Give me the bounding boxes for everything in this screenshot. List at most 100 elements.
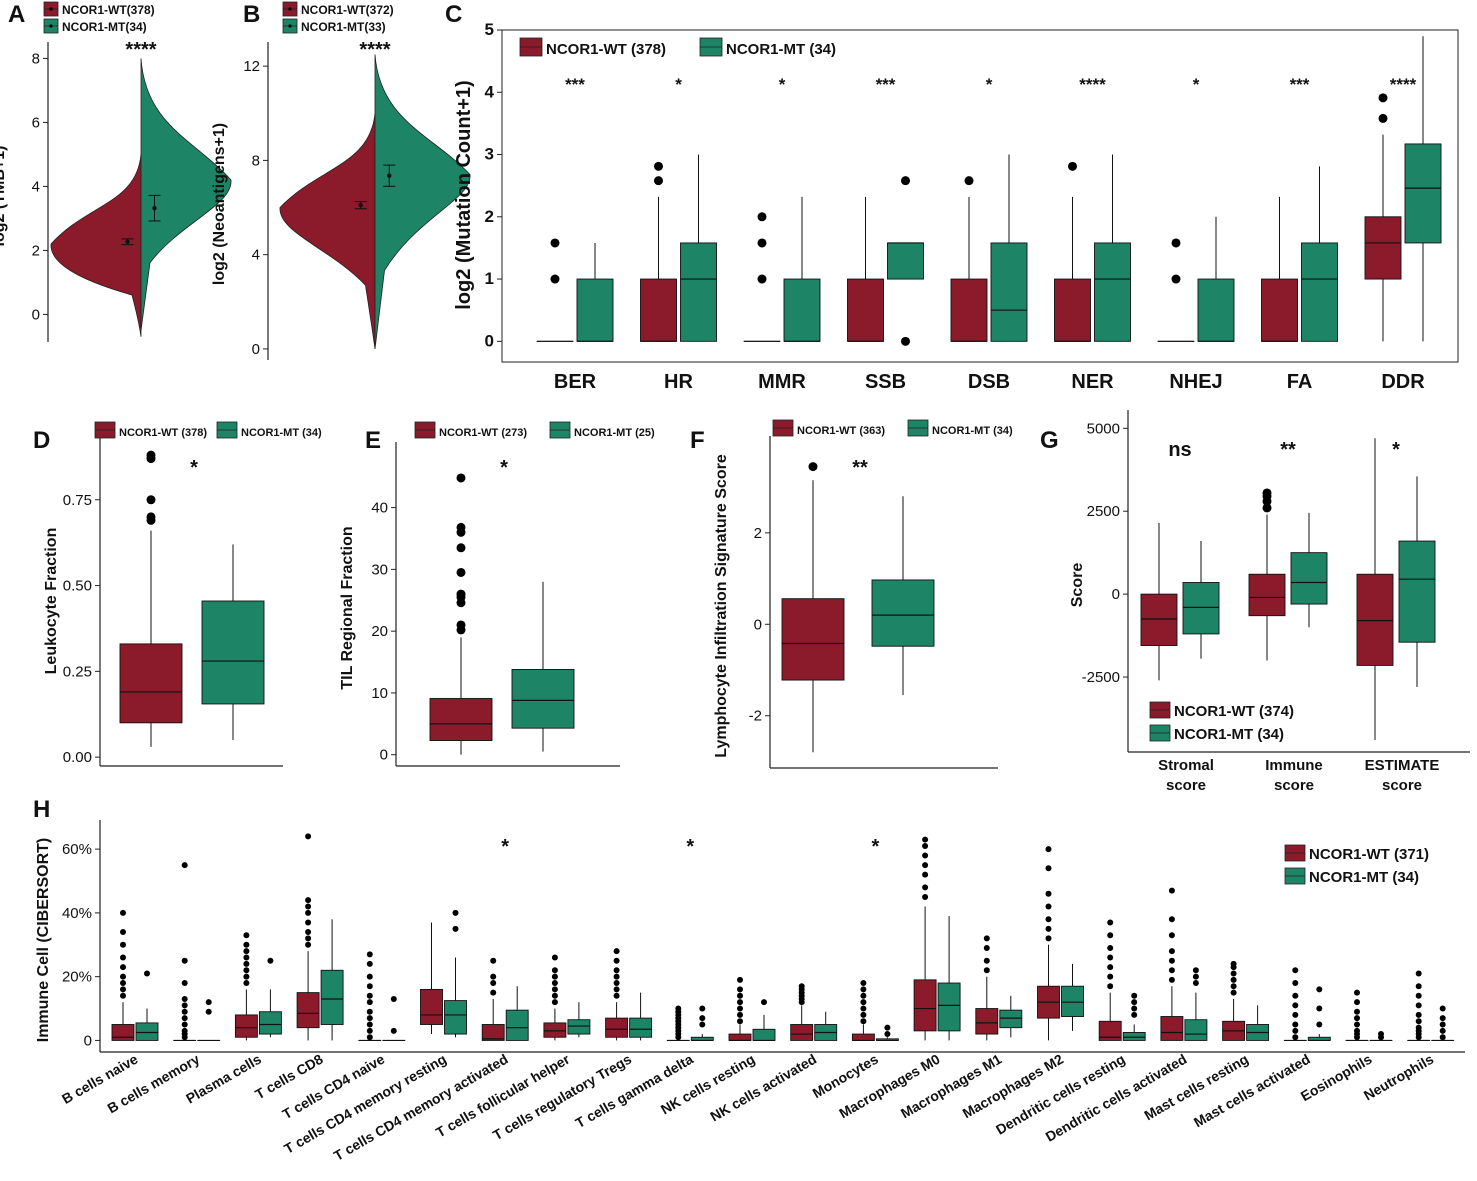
- outlier-point: [860, 1011, 867, 1018]
- panel-B-axes: B 0 4 8 12 log2 (Neoantigens+1): [211, 1, 269, 360]
- box: [567, 1002, 591, 1038]
- box-iqr: [1197, 278, 1235, 342]
- panel-G-axes: G -2500 0 2500 5000 Score: [1040, 410, 1470, 753]
- outlier-point: [181, 980, 188, 987]
- outlier-point: [737, 999, 743, 1006]
- panel-B-violins: ****: [279, 39, 471, 349]
- significance-label: *: [1193, 75, 1200, 94]
- box: [728, 976, 752, 1042]
- y-tick-label: 0: [32, 306, 40, 323]
- outlier-point: [1354, 1027, 1360, 1034]
- box-iqr: [543, 1022, 567, 1038]
- box: [1356, 438, 1394, 741]
- box-iqr: [1140, 593, 1178, 646]
- box-iqr: [258, 1011, 282, 1035]
- significance-label: ****: [359, 39, 390, 61]
- outlier-point: [964, 176, 974, 186]
- outlier-point: [699, 1015, 706, 1022]
- outlier-point: [922, 884, 929, 891]
- x-category-label: Macrophages M1: [898, 1051, 1005, 1122]
- outlier-point: [1168, 948, 1175, 955]
- outlier-point: [366, 1008, 373, 1015]
- outlier-point: [860, 1005, 867, 1012]
- y-tick-label: 2: [32, 242, 40, 259]
- box: [173, 862, 197, 1042]
- y-tick-label: 0: [84, 1032, 92, 1049]
- box: [875, 1024, 899, 1042]
- legend-label: NCOR1-WT(372): [301, 3, 394, 17]
- outlier-point: [146, 512, 156, 522]
- outlier-point: [1171, 238, 1181, 248]
- outlier-point: [1378, 1031, 1384, 1038]
- y-axis-title: Immune Cell (CIBERSORT): [35, 838, 52, 1042]
- significance-label: ***: [565, 75, 585, 94]
- outlier-point: [1415, 992, 1422, 999]
- outlier-point: [901, 176, 910, 186]
- significance-label: *: [779, 75, 786, 94]
- panel-D-label: D: [33, 427, 50, 454]
- box: [851, 980, 875, 1042]
- outlier-point: [884, 1031, 891, 1038]
- box: [690, 1005, 714, 1042]
- outlier-point: [305, 935, 312, 942]
- outlier-point: [1354, 1008, 1360, 1015]
- outlier-point: [1168, 932, 1175, 939]
- outlier-point: [456, 567, 466, 577]
- outlier-point: [490, 957, 497, 964]
- outlier-point: [243, 948, 250, 955]
- outlier-point: [1230, 983, 1237, 990]
- y-tick-label: 0: [754, 616, 762, 633]
- box: [505, 986, 529, 1041]
- box-iqr: [201, 600, 265, 705]
- violin-half-mt: [140, 58, 232, 331]
- legend-label: NCOR1-WT (378): [546, 41, 666, 58]
- y-tick-label: 60%: [62, 841, 92, 858]
- outlier-point: [1292, 992, 1299, 999]
- outlier-point: [1415, 1002, 1422, 1009]
- outlier-point: [1439, 1005, 1446, 1012]
- outlier-point: [613, 957, 620, 964]
- box: [320, 919, 344, 1041]
- x-category-label: Neutrophils: [1361, 1051, 1437, 1104]
- panel-H-legend: NCOR1-WT (371) NCOR1-MT (34): [1284, 844, 1429, 886]
- significance-label: **: [1280, 439, 1296, 461]
- outlier-point: [243, 941, 250, 948]
- outlier-point: [737, 1011, 743, 1018]
- outlier-point: [613, 967, 620, 974]
- box-iqr: [1356, 573, 1394, 666]
- outlier-point: [1168, 976, 1175, 983]
- box: [382, 995, 406, 1042]
- x-category-label: Stromal score: [1158, 757, 1214, 794]
- outlier-point: [366, 999, 373, 1006]
- outlier-point: [120, 941, 126, 948]
- outlier-point: [366, 1034, 373, 1041]
- outlier-point: [1131, 1005, 1138, 1012]
- outlier-point: [757, 238, 767, 248]
- outlier-point: [243, 954, 250, 961]
- outlier-point: [922, 842, 929, 849]
- box: [629, 992, 653, 1041]
- box: [197, 999, 221, 1042]
- outlier-point: [366, 992, 373, 999]
- box: [1054, 161, 1091, 342]
- outlier-point: [120, 964, 126, 971]
- outlier-point: [1262, 503, 1272, 513]
- panel-D-axes: D 0.00 0.25 0.50 0.75 Leukocyte Fraction: [33, 427, 283, 767]
- box-iqr: [505, 1009, 529, 1041]
- y-tick-label: 5: [485, 20, 494, 39]
- outlier-point: [613, 986, 620, 993]
- box: [1098, 919, 1122, 1041]
- box-iqr: [871, 579, 935, 647]
- y-axis-title: TIL Regional Fraction: [339, 526, 356, 689]
- outlier-point: [922, 862, 929, 869]
- significance-label: *: [190, 457, 198, 479]
- panel-A-violins: ****: [50, 39, 232, 337]
- violin-half-wt: [279, 113, 376, 349]
- legend-label: NCOR1-WT (371): [1309, 846, 1429, 863]
- panel-C-frame: [501, 29, 1459, 363]
- outlier-point: [181, 1015, 188, 1022]
- outlier-point: [1354, 1015, 1360, 1022]
- outlier-point: [1354, 1021, 1360, 1028]
- outlier-point: [456, 589, 466, 599]
- box-iqr: [429, 698, 493, 741]
